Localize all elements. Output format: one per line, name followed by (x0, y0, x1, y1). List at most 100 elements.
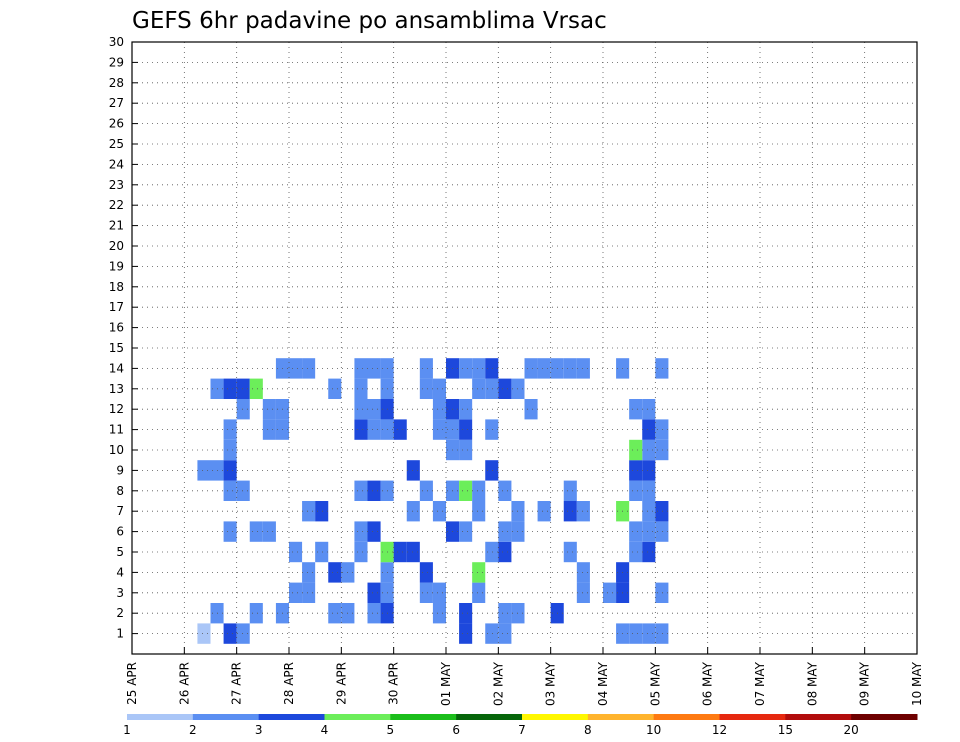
precip-cell (485, 419, 499, 440)
x-tick-label: 03 MAY (544, 661, 558, 706)
x-tick-label: 28 APR (282, 662, 296, 705)
precip-cell (236, 480, 250, 501)
precip-cell (629, 460, 643, 481)
y-tick-label: 2 (116, 606, 124, 620)
precip-cell (485, 460, 499, 481)
precip-cell (315, 501, 329, 522)
y-tick-label: 22 (109, 198, 124, 212)
precip-cell (419, 358, 433, 379)
precip-cell (642, 521, 656, 542)
precip-cell (393, 419, 407, 440)
precip-cell (367, 399, 381, 420)
precip-cell (354, 378, 368, 399)
precip-cell (236, 378, 250, 399)
precip-cell (432, 501, 446, 522)
precip-cell (367, 480, 381, 501)
precip-cell (629, 399, 643, 420)
colorbar-label: 15 (778, 723, 793, 737)
precip-cell (576, 562, 590, 583)
precip-cell (498, 623, 512, 644)
x-tick-label: 09 MAY (858, 661, 872, 706)
precip-cell (328, 603, 342, 624)
precip-cell (249, 378, 263, 399)
precip-cell (354, 358, 368, 379)
y-tick-label: 29 (109, 55, 124, 69)
x-tick-label: 25 APR (125, 662, 139, 705)
precip-cell (223, 439, 237, 461)
precip-cell (459, 623, 473, 644)
colorbar-label: 2 (189, 723, 197, 737)
colorbar-segment (719, 714, 786, 720)
precip-cell (498, 480, 512, 501)
precip-cell (498, 521, 512, 542)
y-tick-label: 4 (116, 565, 124, 579)
precip-cell (197, 460, 211, 481)
precip-cell (223, 419, 237, 440)
x-tick-label: 29 APR (334, 662, 348, 705)
precip-cell (537, 501, 551, 522)
precip-cell (629, 439, 643, 461)
y-tick-label: 9 (116, 463, 124, 477)
precip-cell (472, 501, 486, 522)
colorbar-segment (587, 714, 655, 720)
precip-cell (498, 603, 512, 624)
precip-cell (459, 480, 473, 501)
colorbar-label: 12 (712, 723, 727, 737)
y-tick-label: 14 (109, 361, 124, 375)
precip-cell (393, 541, 407, 563)
precip-cell (524, 399, 538, 420)
precip-cell (563, 541, 577, 563)
precip-cell (603, 582, 617, 603)
precip-cell (459, 419, 473, 440)
precip-cell (498, 541, 512, 563)
precip-cell (459, 399, 473, 420)
precip-cell (432, 399, 446, 420)
precip-cell (328, 562, 342, 583)
y-tick-label: 19 (109, 259, 124, 273)
precip-cell (419, 562, 433, 583)
precip-cell (563, 480, 577, 501)
precip-cell (576, 501, 590, 522)
y-tick-label: 18 (109, 280, 124, 294)
y-tick-label: 28 (109, 76, 124, 90)
precip-cell (472, 582, 486, 603)
precip-cell (459, 603, 473, 624)
y-tick-label: 12 (109, 402, 124, 416)
precip-cell (354, 541, 368, 563)
colorbar-segment (851, 714, 918, 720)
colorbar-segment (390, 714, 457, 720)
precip-cell (629, 541, 643, 563)
precip-cell (472, 378, 486, 399)
precip-cell (249, 603, 263, 624)
chart-title: GEFS 6hr padavine po ansamblima Vrsac (132, 8, 607, 34)
precip-cell (432, 582, 446, 603)
precip-cell (629, 623, 643, 644)
precip-cell (236, 623, 250, 644)
precip-cell (367, 419, 381, 440)
x-tick-label: 01 MAY (439, 661, 453, 706)
precip-cell (472, 480, 486, 501)
precip-cell (629, 480, 643, 501)
y-tick-label: 1 (116, 627, 124, 641)
precip-cell (432, 419, 446, 440)
precip-cell (367, 358, 381, 379)
precip-cell (223, 480, 237, 501)
precip-cell (655, 439, 669, 461)
x-tick-label: 08 MAY (805, 661, 819, 706)
precip-cell (563, 358, 577, 379)
precip-cell (642, 460, 656, 481)
precip-cell (498, 378, 512, 399)
precip-cell (354, 399, 368, 420)
colorbar-segment (522, 714, 589, 720)
precip-cell (354, 480, 368, 501)
y-tick-label: 15 (109, 341, 124, 355)
colorbar-segment (785, 714, 852, 720)
x-axis: 25 APR 26 APR 27 APR 28 APR 29 APR 30 APR 01 M… (125, 647, 924, 706)
y-tick-label: 21 (109, 219, 124, 233)
precip-cell (642, 623, 656, 644)
x-tick-label: 06 MAY (701, 661, 715, 706)
precip-cell (642, 541, 656, 563)
y-tick-label: 11 (109, 423, 124, 437)
precip-cell (485, 358, 499, 379)
precip-cell (315, 541, 329, 563)
